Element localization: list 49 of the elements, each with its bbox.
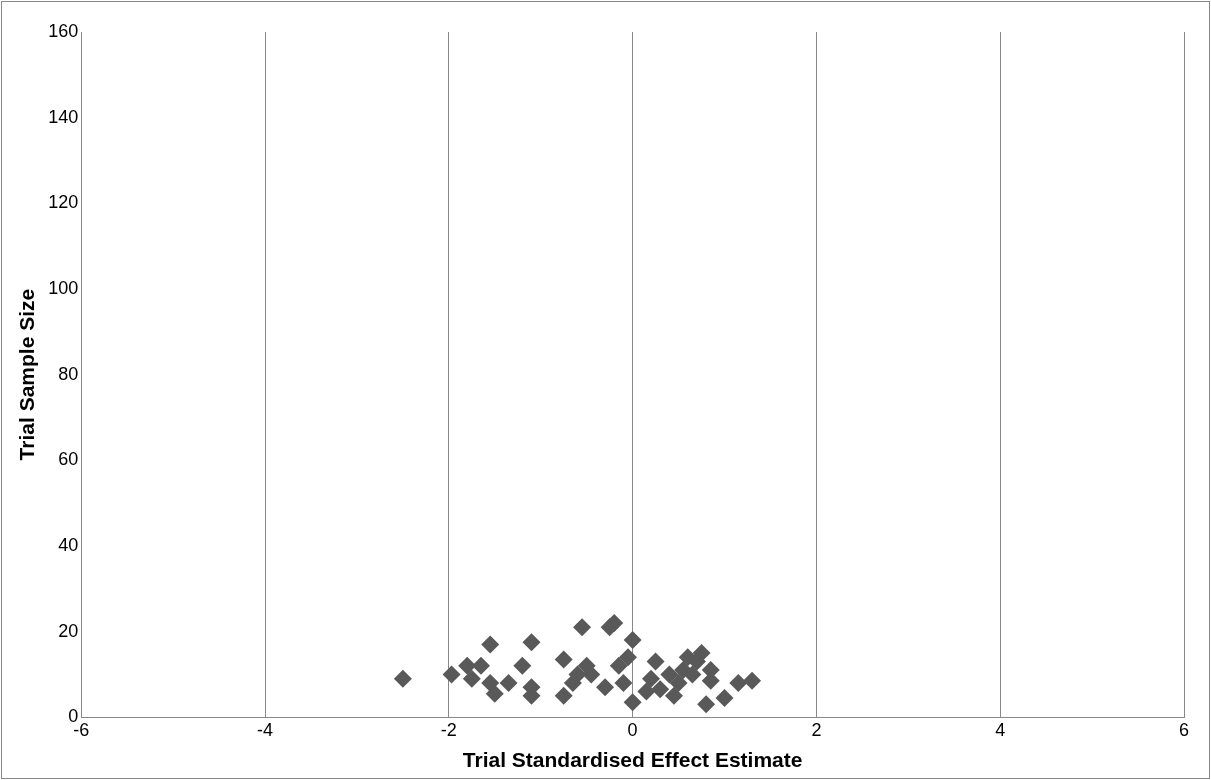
point — [660, 665, 679, 684]
y-tick-label: 0 — [68, 706, 79, 727]
point — [481, 635, 500, 654]
point — [609, 656, 628, 675]
point — [697, 695, 716, 714]
point — [623, 693, 642, 712]
point — [651, 680, 670, 699]
x-tick-label: -2 — [440, 719, 457, 740]
point — [573, 618, 592, 637]
y-tick-label: 60 — [58, 449, 79, 470]
point — [513, 656, 532, 675]
y-tick-label: 160 — [48, 20, 79, 41]
point — [692, 643, 711, 662]
point — [619, 648, 638, 667]
x-tick-label: 2 — [811, 719, 822, 740]
point — [664, 686, 683, 705]
y-tick-label: 100 — [48, 277, 79, 298]
point — [485, 684, 504, 703]
point — [582, 665, 601, 684]
point — [554, 686, 573, 705]
point — [669, 673, 688, 692]
y-tick-label: 80 — [58, 363, 79, 384]
point — [393, 669, 412, 688]
point — [683, 665, 702, 684]
x-tick-label: -4 — [257, 719, 274, 740]
x-axis-title: Trial Standardised Effect Estimate — [462, 748, 803, 772]
point — [442, 665, 461, 684]
point — [499, 673, 518, 692]
point — [554, 650, 573, 669]
point — [715, 688, 734, 707]
y-tick-label: 120 — [48, 192, 79, 213]
y-tick-label: 40 — [58, 534, 79, 555]
point — [646, 652, 665, 671]
x-tick-label: 4 — [995, 719, 1006, 740]
point — [462, 669, 481, 688]
point — [605, 613, 624, 632]
point — [623, 631, 642, 650]
y-tick-label: 20 — [58, 620, 79, 641]
point — [642, 669, 660, 688]
x-tick-label: 6 — [1178, 719, 1190, 740]
y-axis-title: Trial Sample Size — [15, 288, 39, 461]
point — [637, 682, 656, 701]
point — [614, 673, 633, 692]
point — [522, 633, 541, 652]
y-tick-label: 140 — [48, 106, 79, 127]
point — [596, 678, 615, 697]
point — [743, 671, 762, 690]
point — [729, 673, 748, 692]
x-tick-label: 0 — [627, 719, 638, 740]
